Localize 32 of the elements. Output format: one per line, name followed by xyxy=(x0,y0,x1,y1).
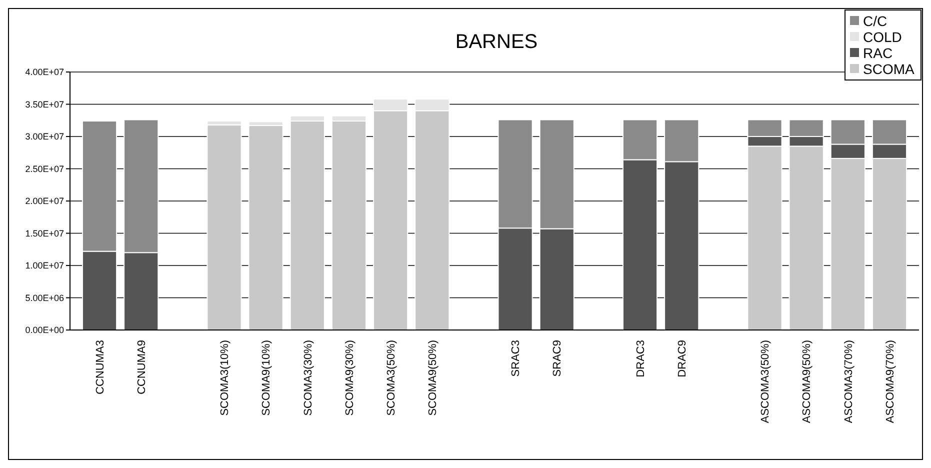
bar xyxy=(206,124,242,330)
x-tick-label: SCOMA9(30%) xyxy=(344,340,356,416)
y-tick-label: 1.50E+07 xyxy=(25,228,64,238)
y-tick-label: 5.00E+06 xyxy=(25,292,64,303)
x-tick-label: ASCOMA9(50%) xyxy=(801,340,814,424)
x-tick-label: SRAC3 xyxy=(510,340,522,377)
legend-label: C/C xyxy=(863,12,888,29)
y-tick-label: 2.50E+07 xyxy=(25,164,64,174)
legend-label: RAC xyxy=(863,44,893,61)
x-tick-label: CCNUMA3 xyxy=(94,340,106,394)
x-tick-label: ASCOMA3(70%) xyxy=(842,340,855,424)
y-tick-label: 4.00E+07 xyxy=(25,67,64,78)
x-tick-label: SCOMA9(50%) xyxy=(426,340,439,416)
legend-label: COLD xyxy=(863,28,902,45)
chart-title: BARNES xyxy=(455,31,538,53)
y-tick-label: 0.00E+00 xyxy=(25,325,64,336)
x-tick-label: SRAC9 xyxy=(552,340,564,377)
y-tick-label: 3.00E+07 xyxy=(25,132,64,142)
x-tick-label: SCOMA3(30%) xyxy=(302,340,314,416)
x-tick-label: SCOMA3(50%) xyxy=(385,340,398,416)
x-tick-label: SCOMA9(10%) xyxy=(260,340,273,416)
y-tick-label: 1.00E+07 xyxy=(25,260,64,271)
legend-label: SCOMA xyxy=(863,60,915,77)
x-tick-label: DRAC3 xyxy=(634,340,647,378)
bar xyxy=(248,125,284,330)
y-tick-label: 3.50E+07 xyxy=(25,99,64,110)
x-tick-label: ASCOMA9(70%) xyxy=(884,340,896,424)
x-tick-label: DRAC9 xyxy=(676,340,688,378)
x-tick-label: CCNUMA9 xyxy=(136,340,148,394)
y-tick-label: 2.00E+07 xyxy=(25,196,64,206)
x-tick-label: SCOMA3(10%) xyxy=(219,340,232,416)
x-tick-label: ASCOMA3(50%) xyxy=(760,340,772,424)
